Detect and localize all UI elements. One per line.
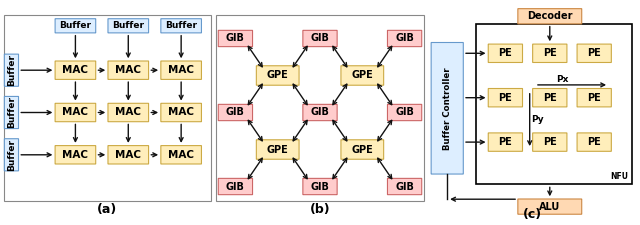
FancyBboxPatch shape: [257, 140, 299, 159]
FancyBboxPatch shape: [488, 133, 522, 151]
FancyBboxPatch shape: [55, 19, 96, 33]
Text: MAC: MAC: [168, 150, 194, 160]
Text: PE: PE: [588, 93, 601, 103]
Text: (c): (c): [524, 208, 543, 221]
Text: GIB: GIB: [226, 108, 245, 117]
FancyBboxPatch shape: [55, 103, 96, 122]
Text: MAC: MAC: [168, 65, 194, 75]
Text: (b): (b): [310, 203, 330, 216]
FancyBboxPatch shape: [161, 19, 202, 33]
FancyBboxPatch shape: [161, 146, 202, 164]
Text: Buffer: Buffer: [7, 54, 16, 86]
FancyBboxPatch shape: [303, 104, 337, 121]
Text: GPE: GPE: [267, 70, 289, 81]
Text: GPE: GPE: [351, 144, 373, 155]
Text: MAC: MAC: [115, 150, 141, 160]
Text: GPE: GPE: [351, 70, 373, 81]
FancyBboxPatch shape: [431, 43, 463, 174]
FancyBboxPatch shape: [341, 66, 383, 85]
Text: GIB: GIB: [310, 34, 330, 43]
Text: Px: Px: [556, 75, 568, 84]
FancyBboxPatch shape: [161, 61, 202, 79]
Text: MAC: MAC: [115, 65, 141, 75]
FancyBboxPatch shape: [4, 97, 19, 128]
Text: GIB: GIB: [310, 182, 330, 191]
FancyBboxPatch shape: [4, 54, 19, 86]
FancyBboxPatch shape: [303, 178, 337, 195]
Text: ALU: ALU: [539, 202, 561, 211]
FancyBboxPatch shape: [488, 44, 522, 63]
Text: PE: PE: [499, 137, 512, 147]
FancyBboxPatch shape: [577, 44, 611, 63]
Text: Buffer: Buffer: [165, 21, 197, 30]
Text: PE: PE: [543, 137, 557, 147]
FancyBboxPatch shape: [218, 178, 253, 195]
Text: GIB: GIB: [395, 108, 414, 117]
Text: Buffer Controller: Buffer Controller: [443, 67, 452, 150]
FancyBboxPatch shape: [518, 9, 582, 24]
FancyBboxPatch shape: [387, 104, 422, 121]
Text: Decoder: Decoder: [527, 11, 573, 21]
FancyBboxPatch shape: [257, 66, 299, 85]
FancyBboxPatch shape: [108, 103, 148, 122]
Text: PE: PE: [499, 93, 512, 103]
FancyBboxPatch shape: [161, 103, 202, 122]
Text: MAC: MAC: [168, 108, 194, 117]
FancyBboxPatch shape: [341, 140, 383, 159]
Text: GIB: GIB: [226, 34, 245, 43]
Text: GPE: GPE: [267, 144, 289, 155]
Text: PE: PE: [543, 93, 557, 103]
Text: GIB: GIB: [226, 182, 245, 191]
Text: MAC: MAC: [63, 108, 88, 117]
FancyBboxPatch shape: [218, 30, 253, 47]
Text: Py: Py: [531, 115, 543, 124]
FancyBboxPatch shape: [518, 199, 582, 214]
FancyBboxPatch shape: [532, 88, 567, 107]
FancyBboxPatch shape: [55, 61, 96, 79]
Text: MAC: MAC: [115, 108, 141, 117]
Text: Buffer: Buffer: [7, 139, 16, 171]
FancyBboxPatch shape: [532, 44, 567, 63]
Text: Buffer: Buffer: [7, 97, 16, 128]
FancyBboxPatch shape: [488, 88, 522, 107]
Bar: [476, 24, 632, 184]
FancyBboxPatch shape: [387, 30, 422, 47]
FancyBboxPatch shape: [577, 88, 611, 107]
FancyBboxPatch shape: [532, 133, 567, 151]
FancyBboxPatch shape: [108, 146, 148, 164]
Text: MAC: MAC: [63, 150, 88, 160]
Text: GIB: GIB: [310, 108, 330, 117]
Text: Buffer: Buffer: [112, 21, 144, 30]
FancyBboxPatch shape: [303, 30, 337, 47]
FancyBboxPatch shape: [387, 178, 422, 195]
Text: PE: PE: [588, 48, 601, 58]
Text: (a): (a): [97, 203, 117, 216]
Text: NFU: NFU: [610, 172, 628, 181]
FancyBboxPatch shape: [4, 139, 19, 171]
Text: PE: PE: [543, 48, 557, 58]
FancyBboxPatch shape: [108, 19, 148, 33]
Text: MAC: MAC: [63, 65, 88, 75]
Text: GIB: GIB: [395, 182, 414, 191]
Text: Buffer: Buffer: [60, 21, 92, 30]
FancyBboxPatch shape: [577, 133, 611, 151]
Text: PE: PE: [499, 48, 512, 58]
FancyBboxPatch shape: [218, 104, 253, 121]
Text: GIB: GIB: [395, 34, 414, 43]
Text: PE: PE: [588, 137, 601, 147]
Bar: [3, 15, 211, 201]
Bar: [216, 15, 424, 201]
FancyBboxPatch shape: [108, 61, 148, 79]
FancyBboxPatch shape: [55, 146, 96, 164]
